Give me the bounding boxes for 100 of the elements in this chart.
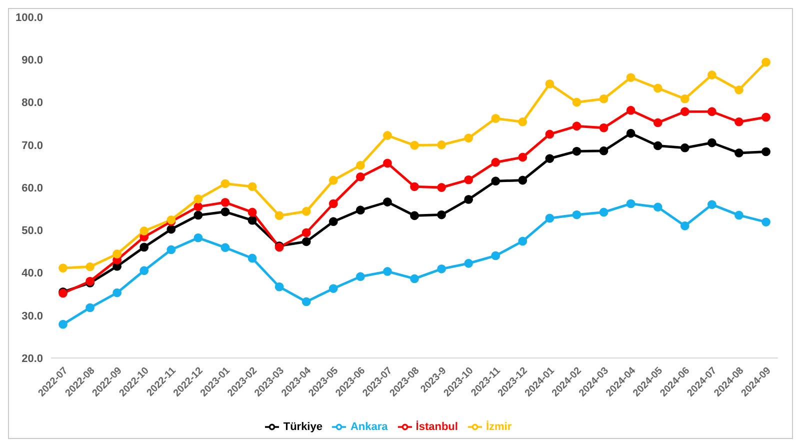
point — [545, 154, 554, 163]
point — [734, 117, 744, 126]
point — [653, 141, 662, 150]
point — [707, 200, 716, 209]
point — [166, 245, 176, 254]
point — [410, 274, 419, 284]
point — [518, 176, 528, 185]
point — [572, 122, 582, 131]
point — [680, 221, 690, 230]
point — [248, 216, 257, 225]
point — [680, 94, 690, 104]
y-tick-label: 100.0 — [15, 12, 43, 24]
point — [437, 264, 446, 274]
point — [248, 208, 257, 217]
point — [599, 123, 608, 132]
point — [464, 258, 474, 268]
point — [680, 143, 690, 152]
point — [518, 152, 528, 162]
point — [194, 233, 203, 242]
point — [762, 147, 770, 156]
point — [734, 210, 744, 220]
point — [383, 267, 392, 276]
point — [572, 210, 582, 220]
legend-label: Türkiye — [283, 420, 322, 433]
point — [112, 250, 122, 258]
point — [248, 182, 257, 192]
point — [437, 183, 446, 192]
point — [464, 175, 474, 184]
point — [220, 179, 230, 188]
point — [464, 134, 474, 143]
y-tick-label: 20.0 — [22, 352, 43, 365]
point — [140, 266, 149, 276]
point — [356, 272, 365, 282]
point — [302, 206, 311, 216]
point — [707, 138, 716, 148]
point — [437, 140, 446, 150]
point — [112, 288, 122, 298]
y-tick-label: 80.0 — [22, 97, 43, 110]
point — [599, 94, 608, 104]
point — [194, 210, 203, 220]
point — [194, 202, 203, 212]
point — [383, 131, 392, 140]
legend-label: İzmir — [486, 420, 512, 433]
point — [518, 117, 528, 126]
point — [762, 218, 770, 226]
point — [545, 79, 554, 88]
y-tick-label: 60.0 — [22, 182, 43, 194]
point — [572, 98, 582, 107]
point — [302, 228, 311, 238]
point — [734, 85, 744, 94]
point — [599, 146, 608, 156]
point — [707, 107, 716, 116]
point — [653, 118, 662, 128]
y-tick-label: 50.0 — [22, 225, 43, 238]
point — [86, 262, 94, 272]
point — [762, 112, 770, 122]
point — [328, 199, 338, 208]
y-tick-label: 30.0 — [22, 310, 43, 322]
point — [491, 176, 500, 186]
point — [626, 73, 636, 82]
y-tick-label: 90.0 — [22, 54, 43, 67]
point — [328, 284, 338, 293]
point — [491, 114, 500, 123]
point — [626, 199, 636, 208]
point — [734, 148, 744, 158]
point — [383, 158, 392, 168]
point — [248, 254, 257, 263]
y-tick-label: 70.0 — [22, 140, 43, 152]
point — [491, 251, 500, 260]
point — [166, 224, 176, 234]
point — [410, 182, 419, 192]
point — [58, 264, 68, 273]
point — [220, 198, 230, 207]
point — [572, 146, 582, 156]
point — [140, 226, 149, 236]
point — [220, 207, 230, 216]
point — [653, 84, 662, 93]
point — [86, 303, 94, 312]
point — [383, 198, 392, 206]
point — [410, 211, 419, 220]
point — [626, 106, 636, 115]
point — [464, 194, 474, 204]
point — [328, 176, 338, 185]
point — [356, 206, 365, 215]
point — [680, 107, 690, 116]
point — [762, 58, 770, 67]
point — [356, 172, 365, 182]
point — [274, 282, 284, 292]
point — [653, 202, 662, 212]
y-tick-label: 40.0 — [22, 268, 43, 280]
point — [274, 211, 284, 220]
legend-label: Ankara — [350, 420, 388, 433]
point — [491, 158, 500, 167]
point — [707, 70, 716, 80]
point — [518, 236, 528, 246]
point — [194, 194, 203, 204]
point — [437, 210, 446, 220]
point — [302, 297, 311, 306]
point — [220, 243, 230, 252]
point — [545, 214, 554, 223]
